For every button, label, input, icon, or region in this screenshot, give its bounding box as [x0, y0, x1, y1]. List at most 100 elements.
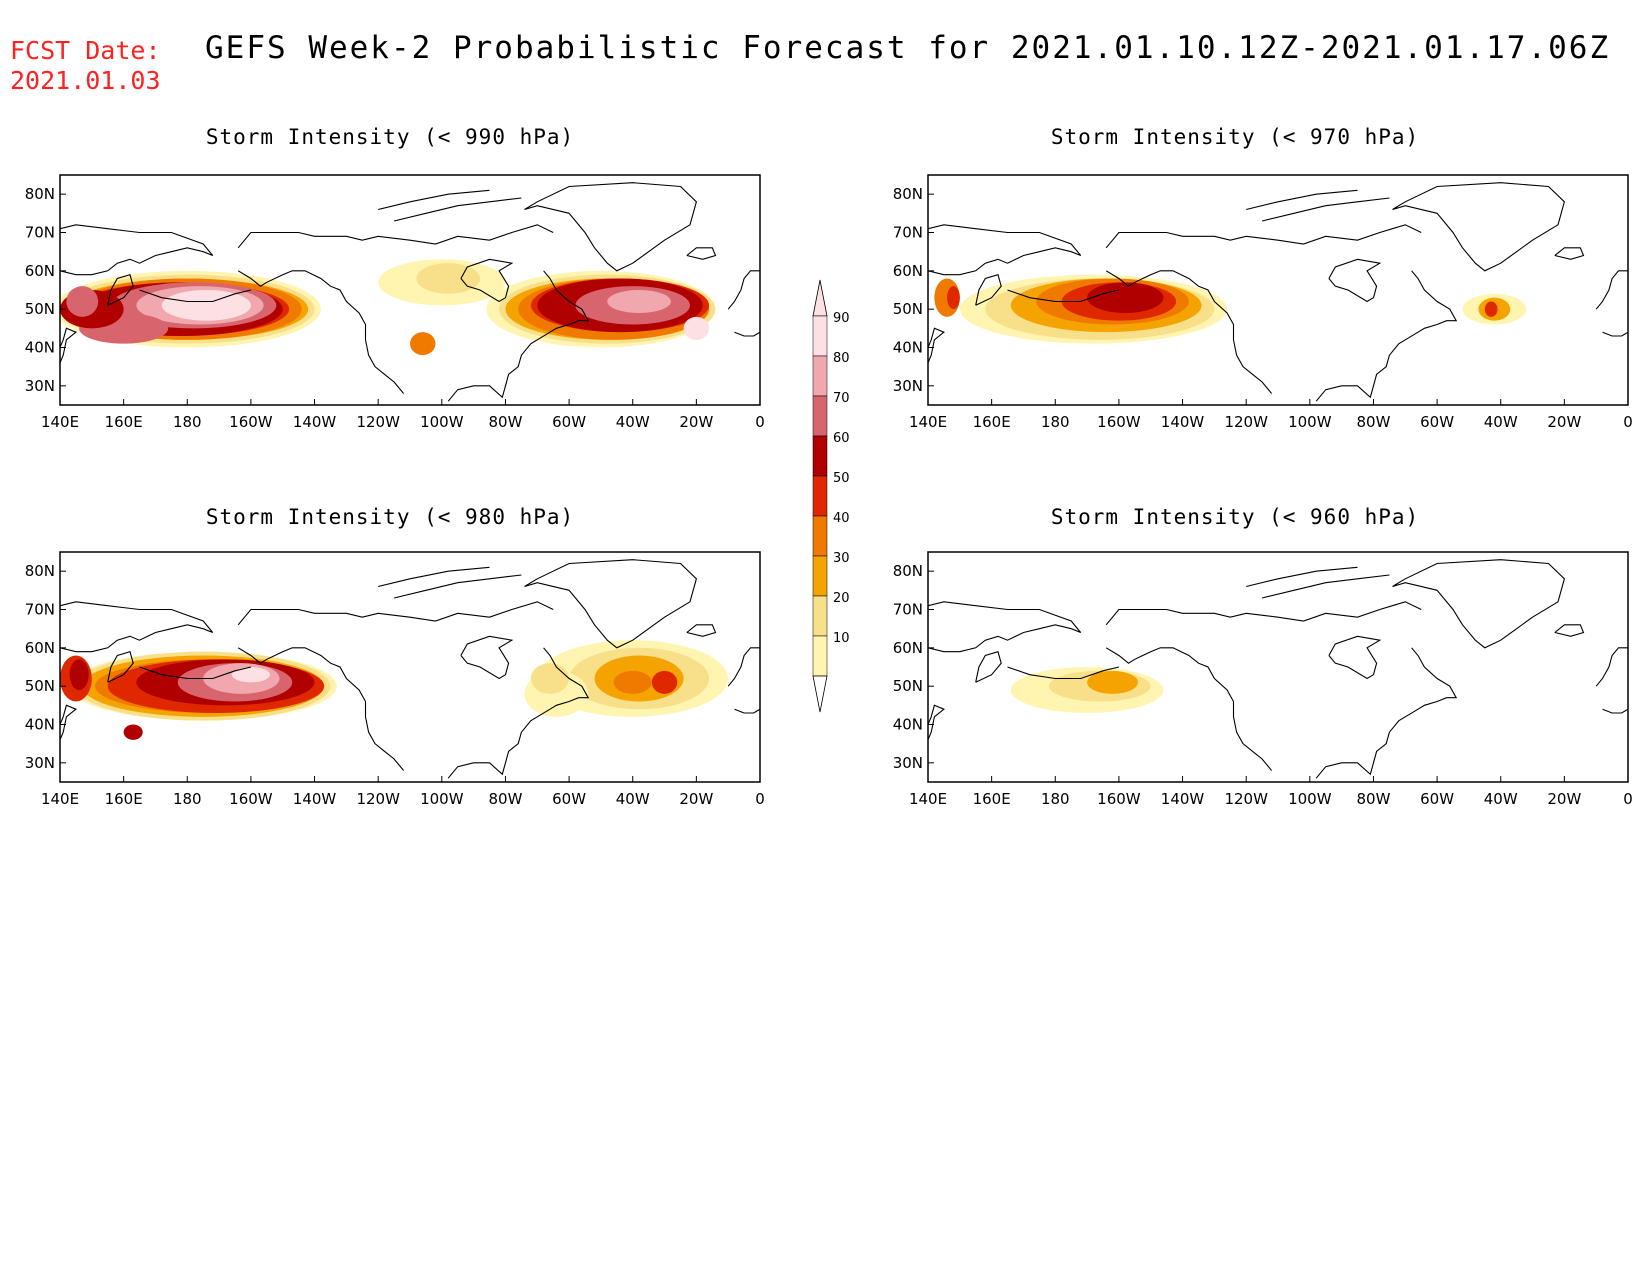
lat-label: 80N — [25, 562, 55, 580]
coastline — [1105, 647, 1273, 771]
colorbar-label: 70 — [833, 391, 850, 406]
colorbar-swatch — [812, 355, 828, 397]
lat-label: 70N — [25, 224, 55, 242]
panel-frame — [59, 174, 761, 406]
coastline — [928, 601, 1082, 653]
coastline — [1602, 331, 1628, 337]
forecast-date-block: FCST Date: 2021.01.03 — [10, 36, 161, 96]
panel-frame — [59, 551, 761, 783]
coastline — [1105, 601, 1422, 626]
lon-label: 160E — [973, 413, 1011, 431]
lon-label: 140E — [909, 413, 947, 431]
lon-label: 20W — [679, 413, 713, 431]
lat-label: 70N — [893, 224, 923, 242]
lon-label: 60W — [1420, 790, 1454, 808]
lon-label: 100W — [420, 790, 464, 808]
coastline — [1246, 189, 1358, 211]
coastline — [1554, 624, 1585, 637]
lon-label: 140E — [41, 413, 79, 431]
coastline — [60, 327, 77, 364]
page-title: GEFS Week-2 Probabilistic Forecast for 2… — [205, 30, 1611, 66]
colorbar-label: 80 — [833, 351, 850, 366]
colorbar-swatch — [812, 555, 828, 597]
coastline — [378, 566, 490, 588]
lon-label: 80W — [488, 413, 522, 431]
lon-label: 60W — [1420, 413, 1454, 431]
coastline — [107, 651, 134, 683]
lat-label: 70N — [25, 601, 55, 619]
lon-label: 140W — [1161, 790, 1205, 808]
lat-label: 60N — [893, 639, 923, 657]
lon-label: 40W — [1484, 790, 1518, 808]
prob-area — [1087, 282, 1164, 313]
lon-label: 60W — [552, 790, 586, 808]
coastline — [1105, 270, 1273, 394]
colorbar-swatch — [812, 595, 828, 637]
lat-label: 80N — [893, 562, 923, 580]
lon-label: 160W — [1097, 790, 1141, 808]
lat-label: 30N — [893, 754, 923, 772]
prob-area — [613, 670, 652, 694]
coastline — [447, 270, 590, 402]
lon-label: 160E — [105, 413, 143, 431]
prob-area — [683, 316, 710, 340]
coastline — [393, 574, 522, 599]
colorbar-swatch — [812, 475, 828, 517]
coastline — [1392, 559, 1566, 649]
coastline — [460, 635, 514, 680]
lat-label: 60N — [25, 639, 55, 657]
coastline — [734, 331, 760, 337]
coastline — [378, 189, 490, 211]
lat-label: 40N — [25, 339, 55, 357]
coastline — [237, 601, 554, 626]
colorbar-top-arrow — [812, 279, 828, 317]
panel-title-980: Storm Intensity (< 980 hPa) — [205, 505, 575, 529]
coastline — [60, 704, 77, 741]
lon-label: 180 — [173, 790, 202, 808]
coastline — [734, 708, 760, 714]
lon-label: 80W — [1356, 413, 1390, 431]
colorbar-bottom-arrow — [812, 675, 828, 713]
lon-label: 120W — [356, 413, 400, 431]
colorbar-swatch — [812, 635, 828, 677]
prob-area — [123, 724, 143, 740]
coastline — [524, 182, 698, 272]
colorbar-label: 90 — [833, 311, 850, 326]
colorbar-label: 40 — [833, 511, 850, 526]
prob-area — [231, 667, 270, 683]
map-panel-p960: 140E 160E 180 160W 140W 120W 100W 80W 60W 40W 20W 0… — [893, 551, 1633, 808]
coastline — [107, 274, 134, 306]
coastline — [524, 559, 698, 649]
coastline — [928, 224, 1082, 276]
lat-label: 40N — [893, 716, 923, 734]
prob-area — [161, 290, 251, 321]
lon-label: 100W — [1288, 413, 1332, 431]
lon-label: 0 — [1623, 413, 1633, 431]
prob-area — [410, 332, 436, 356]
panel-title-990: Storm Intensity (< 990 hPa) — [205, 125, 575, 149]
coastline — [1261, 574, 1390, 599]
coastline — [237, 270, 405, 394]
coastline — [975, 274, 1002, 306]
prob-area — [66, 286, 99, 317]
coastline — [975, 651, 1002, 683]
prob-area — [69, 659, 89, 691]
colorbar-swatch — [812, 395, 828, 437]
lon-label: 80W — [1356, 790, 1390, 808]
lat-label: 30N — [893, 377, 923, 395]
lon-label: 40W — [1484, 413, 1518, 431]
coastline — [1261, 197, 1390, 222]
lat-label: 50N — [25, 677, 55, 695]
coastline — [1392, 182, 1566, 272]
prob-area — [651, 670, 678, 694]
coastline — [60, 224, 214, 276]
lon-label: 20W — [679, 790, 713, 808]
coastline — [1595, 647, 1628, 687]
lat-label: 80N — [893, 185, 923, 203]
map-panel-p980: 140E 160E 180 160W 140W 120W 100W 80W 60W 40W 20W 0… — [25, 551, 765, 808]
map-panel-p970: 140E 160E 180 160W 140W 120W 100W 80W 60W 40W 20W 0… — [893, 174, 1633, 431]
lon-label: 120W — [1224, 790, 1268, 808]
panel-title-970: Storm Intensity (< 970 hPa) — [1050, 125, 1420, 149]
prob-area — [416, 263, 480, 294]
lon-label: 140E — [41, 790, 79, 808]
